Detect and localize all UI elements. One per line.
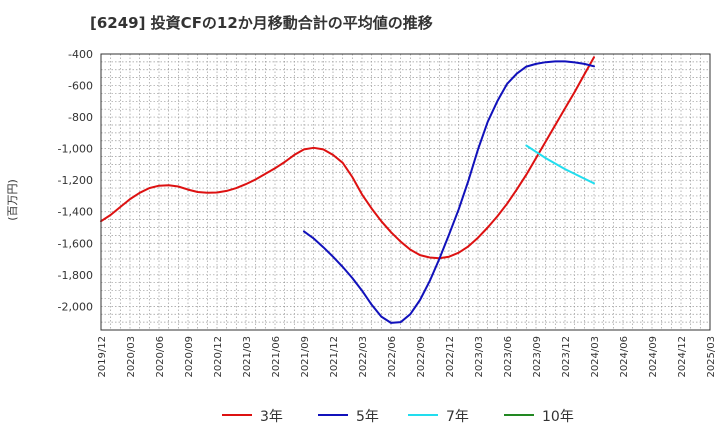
legend-swatch xyxy=(408,414,438,416)
chart-title: [6249] 投資CFの12か月移動合計の平均値の推移 xyxy=(90,14,433,32)
x-tick-label: 2020/03 xyxy=(126,336,137,378)
x-tick-label: 2024/09 xyxy=(648,336,659,378)
y-tick-label: -400 xyxy=(68,48,93,61)
y-tick-label: -2,000 xyxy=(58,300,93,313)
x-tick-label: 2023/09 xyxy=(532,336,543,378)
x-tick-label: 2023/12 xyxy=(561,336,572,378)
plot-area xyxy=(101,54,710,330)
x-tick-label: 2021/12 xyxy=(329,336,340,378)
y-tick-label: -600 xyxy=(68,80,93,93)
y-tick-label: -1,800 xyxy=(58,269,93,282)
x-tick-label: 2024/03 xyxy=(590,336,601,378)
x-tick-label: 2023/06 xyxy=(503,336,514,378)
x-tick-label: 2022/12 xyxy=(445,336,456,378)
legend-swatch xyxy=(504,414,534,416)
series-line-5年 xyxy=(303,60,595,324)
chart-plot: -400 -600 -800 -1,000 -1,200 -1,400 -1,600 -1,8… xyxy=(58,48,717,378)
x-tick-label: 2019/12 xyxy=(97,336,108,378)
x-tick-label: 2025/03 xyxy=(706,336,717,378)
legend-label: 3年 xyxy=(260,409,283,425)
plot-frame xyxy=(100,53,711,331)
legend-label: 7年 xyxy=(446,409,469,425)
y-tick-label: -1,200 xyxy=(58,174,93,187)
legend: 3年 5年 7年 10年 xyxy=(0,404,720,426)
x-tick-label: 2022/03 xyxy=(358,336,369,378)
series-line-3年 xyxy=(100,56,595,260)
y-tick-label: -1,600 xyxy=(58,237,93,250)
x-tick-label: 2021/09 xyxy=(300,336,311,378)
legend-label: 10年 xyxy=(542,409,574,425)
y-tick-label: -1,000 xyxy=(58,143,93,156)
x-tick-label: 2022/09 xyxy=(416,336,427,378)
x-tick-label: 2024/12 xyxy=(677,336,688,378)
y-tick-label: -1,400 xyxy=(58,206,93,219)
x-tick-label: 2020/09 xyxy=(184,336,195,378)
x-tick-label: 2021/03 xyxy=(242,336,253,378)
x-tick-label: 2022/06 xyxy=(387,336,398,378)
x-tick-label: 2020/06 xyxy=(155,336,166,378)
y-tick-label: -800 xyxy=(68,111,93,124)
legend-label: 5年 xyxy=(356,409,379,425)
x-tick-label: 2021/06 xyxy=(271,336,282,378)
x-tick-label: 2023/03 xyxy=(474,336,485,378)
legend-swatch xyxy=(318,414,348,416)
series-line-7年 xyxy=(525,144,595,185)
legend-swatch xyxy=(222,414,252,416)
x-tick-label: 2020/12 xyxy=(213,336,224,378)
x-tick-label: 2024/06 xyxy=(619,336,630,378)
